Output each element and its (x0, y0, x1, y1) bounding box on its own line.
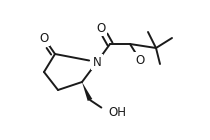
Text: O: O (135, 53, 145, 66)
Polygon shape (82, 82, 92, 101)
Text: O: O (39, 32, 49, 45)
Text: N: N (93, 55, 101, 68)
Text: O: O (96, 22, 106, 34)
Text: OH: OH (108, 106, 126, 118)
